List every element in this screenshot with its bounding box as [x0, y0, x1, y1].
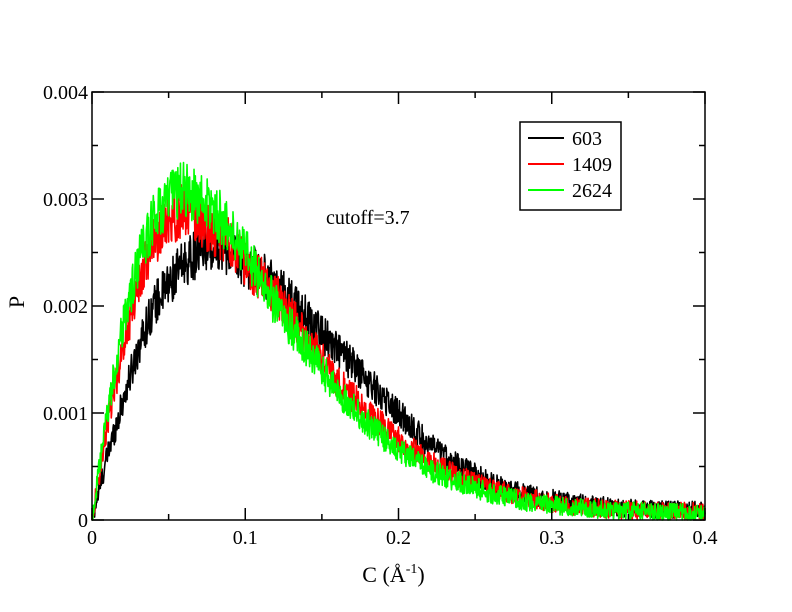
x-tick-label: 0.2 — [386, 527, 411, 549]
x-axis-label-superscript: -1 — [406, 562, 418, 577]
x-tick-label: 0 — [87, 527, 97, 549]
y-tick-label: 0.001 — [43, 403, 88, 425]
y-tick-label: 0.004 — [43, 82, 88, 104]
y-tick-label: 0 — [78, 510, 88, 532]
x-tick-label: 0.1 — [233, 527, 258, 549]
legend: 603 1409 2624 — [519, 121, 622, 211]
series-layer — [91, 161, 706, 521]
series-line-2624 — [91, 161, 706, 521]
legend-label-2624: 2624 — [572, 180, 612, 202]
y-axis-label: P — [4, 296, 29, 308]
x-tick-label: 0.4 — [693, 527, 718, 549]
y-tick-label: 0.003 — [43, 189, 88, 211]
cutoff-annotation: cutoff=3.7 — [326, 207, 410, 229]
x-axis-label-main: C (Å — [362, 562, 406, 587]
x-tick-label: 0.3 — [539, 527, 564, 549]
legend-label-603: 603 — [572, 128, 602, 150]
x-axis-label: C (Å-1) — [362, 562, 424, 587]
y-tick-label: 0.002 — [43, 296, 88, 318]
x-axis-label-close: ) — [417, 562, 424, 587]
legend-box — [519, 121, 622, 211]
legend-label-1409: 1409 — [572, 154, 612, 176]
tick-layer: 0 0.1 0.2 0.3 0.4 0 0.001 0.002 0.003 0.004 — [43, 82, 718, 549]
